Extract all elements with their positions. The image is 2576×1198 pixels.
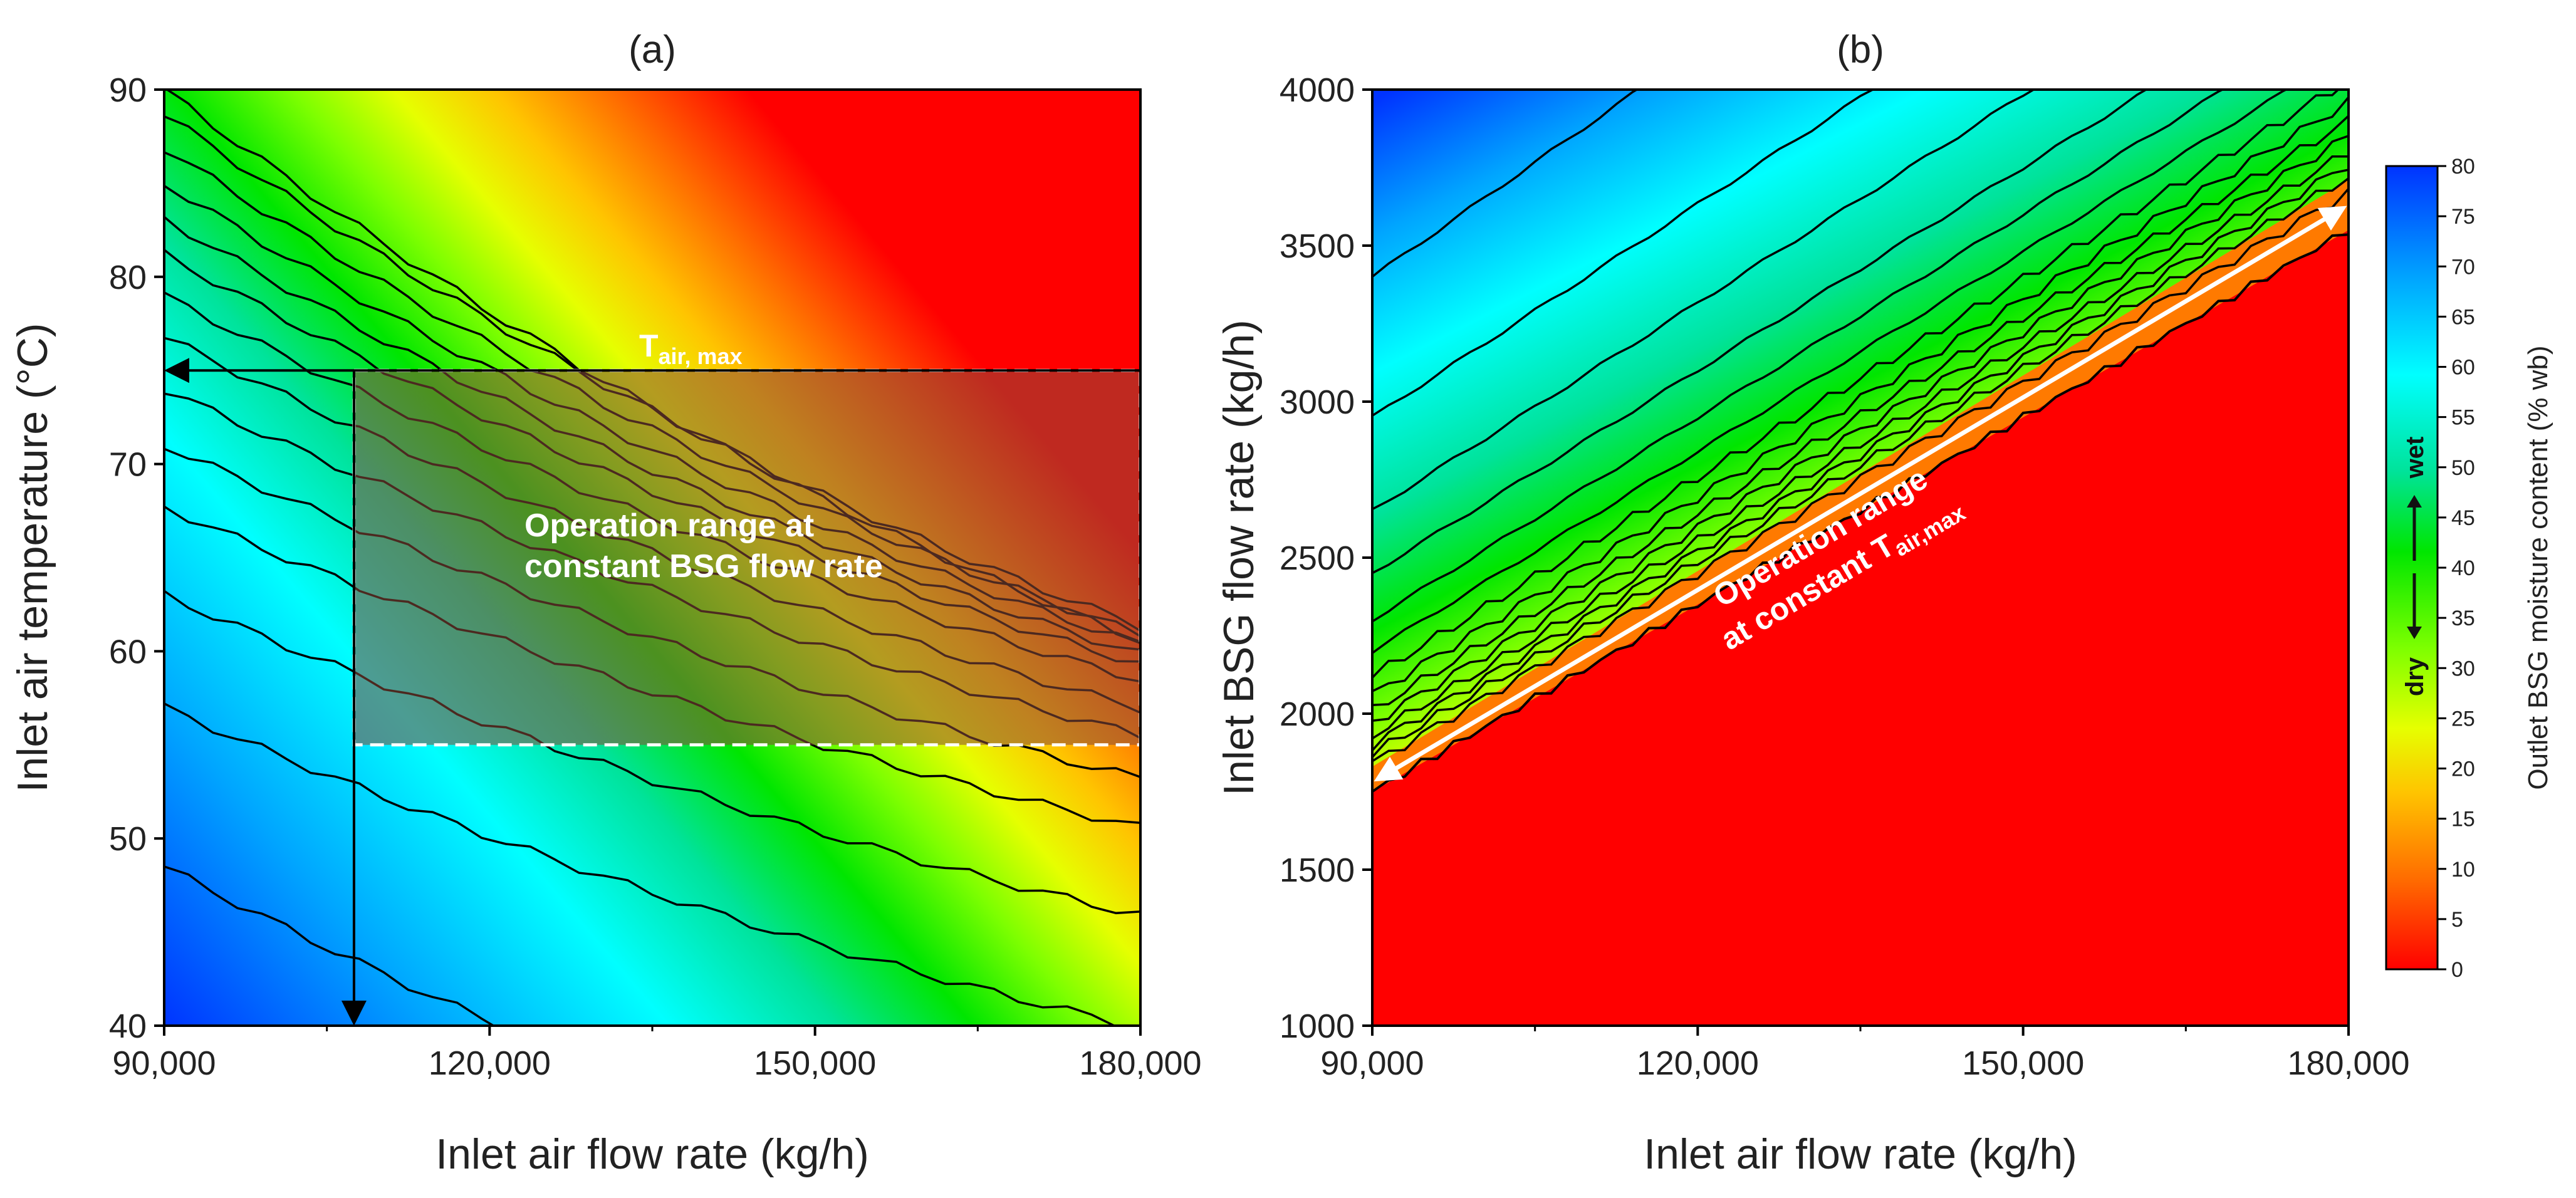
panel-b-x-label: Inlet air flow rate (kg/h) [1644, 1130, 2077, 1178]
panel-b-y-tick-label: 3000 [1280, 383, 1355, 421]
panel-b-y-tick-label: 3500 [1280, 227, 1355, 265]
operation-range-box [352, 368, 1142, 747]
panel-a-x-tick-label: 120,000 [429, 1044, 551, 1082]
colorbar-label: Outlet BSG moisture content (% wb) [2523, 345, 2553, 789]
panel-b-title: (b) [1837, 28, 1884, 71]
wet-label: wet [2401, 437, 2429, 479]
panel-b-x-tick-label: 150,000 [1962, 1044, 2084, 1082]
panel-a-y-ticks: 40 50 60 70 80 90 [109, 71, 164, 1045]
colorbar-gradient [2385, 165, 2439, 971]
contour-line [164, 590, 1140, 915]
panel-a-y-label: Inlet air temperature (°C) [9, 323, 56, 793]
dry-wet-indicator: dry wet [2401, 437, 2429, 696]
operation-range-arrow [1374, 206, 2347, 782]
t-air-max-sub: air, max [658, 343, 742, 369]
t-air-max-label: Tair, max [639, 328, 743, 369]
wet-arrow-head [2407, 495, 2422, 508]
panel-b: (b) Operation range at constant Tair,max… [1215, 28, 2410, 1178]
colorbar: 0 5 10 15 20 25 30 35 40 45 50 55 60 65 70 75 80 Outlet … [2385, 155, 2553, 982]
colorbar-tick-label: 70 [2451, 255, 2475, 279]
panel-b-y-ticks: 1000 1500 2000 2500 3000 3500 4000 [1280, 71, 1372, 1045]
panel-b-y-tick-label: 4000 [1280, 71, 1355, 109]
colorbar-tick-label: 35 [2451, 607, 2475, 630]
dry-arrow-head [2407, 627, 2422, 639]
panel-a-x-label: Inlet air flow rate (kg/h) [435, 1130, 869, 1178]
colorbar-tick-label: 25 [2451, 707, 2475, 731]
panel-b-y-tick-label: 2500 [1280, 539, 1355, 577]
panel-b-x-tick-label: 120,000 [1637, 1044, 1759, 1082]
panel-a-x-tick-label: 90,000 [112, 1044, 216, 1082]
colorbar-tick-label: 55 [2451, 406, 2475, 430]
panel-b-x-ticks: 90,000 120,000 150,000 180,000 [1320, 1026, 2410, 1082]
colorbar-tick-label: 0 [2451, 958, 2463, 982]
colorbar-ticks: 0 5 10 15 20 25 30 35 40 45 50 55 60 65 70 75 80 [2438, 155, 2475, 982]
panel-a-y-tick-label: 50 [109, 820, 147, 858]
panel-a-y-tick-label: 60 [109, 633, 147, 670]
panel-b-y-tick-label: 1000 [1280, 1008, 1355, 1045]
panel-a-y-tick-label: 80 [109, 259, 147, 296]
panel-b-y-tick-label: 1500 [1280, 852, 1355, 889]
operation-range-line1: Operation range at [524, 508, 814, 544]
colorbar-tick-label: 5 [2451, 908, 2463, 932]
colorbar-tick-label: 80 [2451, 155, 2475, 179]
colorbar-tick-label: 20 [2451, 758, 2475, 781]
colorbar-tick-label: 15 [2451, 808, 2475, 831]
panel-b-y-tick-label: 2000 [1280, 695, 1355, 733]
contour-line [164, 865, 496, 1026]
contour-line [1372, 90, 1639, 278]
panel-a-y-tick-label: 40 [109, 1008, 147, 1045]
panel-a-x-ticks: 90,000 120,000 150,000 180,000 [112, 1026, 1202, 1082]
dry-label: dry [2401, 657, 2429, 696]
colorbar-tick-label: 65 [2451, 305, 2475, 329]
colorbar-tick-label: 10 [2451, 858, 2475, 882]
colorbar-tick-label: 40 [2451, 556, 2475, 580]
panel-a-x-tick-label: 180,000 [1079, 1044, 1201, 1082]
panel-a-title: (a) [628, 28, 676, 71]
panel-b-y-label: Inlet BSG flow rate (kg/h) [1215, 320, 1263, 796]
panel-a-y-tick-label: 70 [109, 446, 147, 484]
t-air-max-prefix: T [639, 328, 659, 363]
colorbar-tick-label: 45 [2451, 506, 2475, 530]
panel-b-x-tick-label: 90,000 [1320, 1044, 1424, 1082]
panel-b-x-tick-label: 180,000 [2287, 1044, 2409, 1082]
panel-a: (a) Tair, max Operation range at constan… [9, 28, 1202, 1178]
colorbar-tick-label: 60 [2451, 356, 2475, 380]
colorbar-tick-label: 50 [2451, 456, 2475, 480]
operation-range-line2: constant BSG flow rate [524, 548, 883, 585]
panel-a-y-tick-label: 90 [109, 71, 147, 109]
panel-a-x-tick-label: 150,000 [754, 1044, 876, 1082]
colorbar-tick-label: 30 [2451, 657, 2475, 680]
colorbar-tick-label: 75 [2451, 205, 2475, 229]
contour-line [164, 702, 1120, 1026]
